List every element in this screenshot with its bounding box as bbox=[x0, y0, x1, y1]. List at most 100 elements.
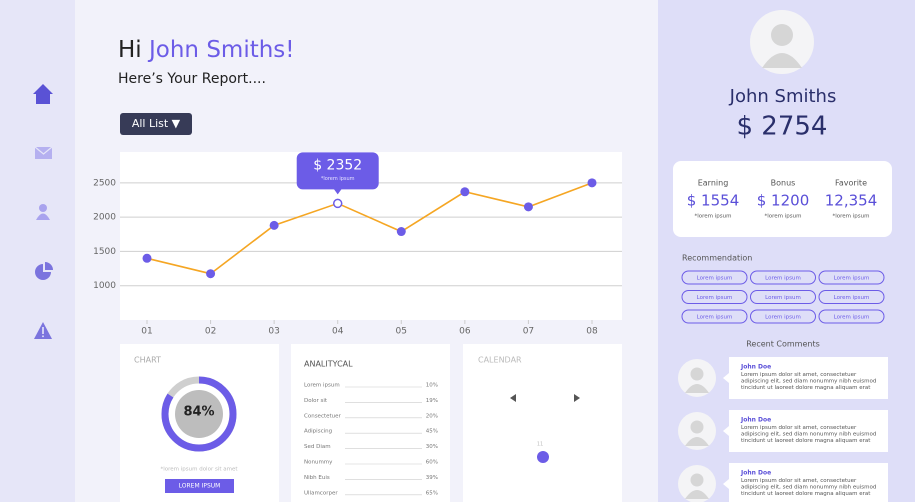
tag-label[interactable]: Lorem ipsum bbox=[697, 295, 733, 301]
tag-label[interactable]: Lorem ipsum bbox=[834, 275, 870, 281]
comment-line: tincidunt ut laoreet dolore magna aliqua… bbox=[741, 385, 871, 391]
donut-arc bbox=[161, 376, 237, 452]
point[interactable] bbox=[396, 227, 406, 237]
tag-label[interactable]: Lorem ipsum bbox=[765, 314, 801, 320]
comment-pointer bbox=[723, 479, 729, 489]
row-label: Adipiscing bbox=[304, 429, 332, 435]
filter-label[interactable]: All List ▼ bbox=[132, 117, 181, 130]
comment-line: tincidunt ut laoreet dolore magna aliqua… bbox=[741, 438, 871, 444]
stat-value: $ 1554 bbox=[687, 192, 740, 210]
tag[interactable] bbox=[818, 309, 885, 324]
point[interactable] bbox=[460, 187, 470, 197]
avatar-head bbox=[690, 420, 704, 434]
x-tick-label: 04 bbox=[332, 327, 344, 337]
comment-line: tincidunt ut laoreet dolore magna aliqua… bbox=[741, 491, 871, 497]
analytical-card bbox=[291, 344, 450, 502]
section-title: Recommendation bbox=[682, 254, 752, 263]
row-label: Lorem ipsum bbox=[304, 383, 340, 389]
next-arrow[interactable] bbox=[574, 394, 580, 402]
x-tick-label: 06 bbox=[459, 327, 471, 337]
stat-value: 12,354 bbox=[825, 192, 878, 210]
prev-arrow[interactable] bbox=[510, 394, 516, 402]
comment-line: Lorem ipsum dolor sit amet, consectetuer bbox=[741, 478, 857, 484]
y-tick-label: 2000 bbox=[93, 213, 116, 223]
point[interactable] bbox=[142, 253, 152, 263]
row-label: Dolor sit bbox=[304, 398, 328, 404]
card-title: CHART bbox=[134, 356, 161, 365]
section-title: Recent Comments bbox=[746, 340, 820, 349]
tooltip-note: *lorem ipsum bbox=[321, 176, 355, 182]
point[interactable] bbox=[269, 220, 279, 230]
tag[interactable] bbox=[681, 290, 748, 304]
y-tick-label: 1000 bbox=[93, 281, 116, 291]
comment-line: Lorem ipsum dolor sit amet, consectetuer bbox=[741, 425, 857, 431]
donut-button-label[interactable]: LOREM IPSUM bbox=[179, 483, 221, 490]
sidebar bbox=[0, 0, 75, 502]
tag[interactable] bbox=[750, 309, 816, 324]
subtitle: Here’s Your Report.... bbox=[118, 71, 266, 87]
x-tick-label: 03 bbox=[268, 327, 279, 337]
row-value: 65% bbox=[426, 490, 438, 496]
donut-button[interactable] bbox=[165, 479, 234, 493]
tag-label[interactable]: Lorem ipsum bbox=[697, 314, 733, 320]
calendar-dot[interactable] bbox=[537, 451, 549, 463]
comment-line: Lorem ipsum dolor sit amet, consectetuer bbox=[741, 372, 857, 378]
comment-card bbox=[729, 463, 888, 502]
home-icon[interactable] bbox=[33, 84, 53, 104]
user-icon[interactable] bbox=[36, 204, 50, 220]
tag[interactable] bbox=[818, 290, 885, 304]
stat-note: *lorem ipsum bbox=[764, 214, 801, 220]
pie-icon[interactable] bbox=[35, 262, 53, 280]
sidebar-icons bbox=[33, 84, 53, 339]
tag[interactable] bbox=[681, 270, 748, 285]
donut-caption: *lorem ipsum dolor sit amet bbox=[160, 467, 238, 473]
profile-balance: $ 2754 bbox=[737, 112, 828, 142]
stat-label: Bonus bbox=[771, 179, 796, 188]
avatar-body bbox=[685, 384, 709, 393]
tag-label[interactable]: Lorem ipsum bbox=[765, 275, 801, 281]
tag-label[interactable]: Lorem ipsum bbox=[765, 295, 801, 301]
point[interactable] bbox=[332, 198, 343, 209]
row-value: 20% bbox=[426, 413, 438, 419]
calendar-card bbox=[463, 344, 622, 502]
card-title: CALENDAR bbox=[478, 356, 522, 365]
tag-label[interactable]: Lorem ipsum bbox=[697, 275, 733, 281]
tag[interactable] bbox=[818, 270, 885, 285]
greeting-word: Hi bbox=[118, 37, 142, 63]
row-value: 10% bbox=[426, 383, 438, 389]
tag[interactable] bbox=[750, 290, 816, 304]
x-tick-label: 08 bbox=[586, 327, 598, 337]
y-tick-label: 2500 bbox=[93, 178, 116, 188]
stats-card bbox=[673, 161, 892, 237]
line-chart: 1000 1500 2000 2500 01 02 03 04 05 06 07 08 $ 2352 *l… bbox=[93, 152, 622, 337]
tooltip-pointer bbox=[333, 188, 342, 195]
stat-value: $ 1200 bbox=[757, 192, 810, 210]
profile-name: John Smiths bbox=[729, 86, 837, 107]
line bbox=[146, 182, 593, 275]
comment-line: adipiscing elit, sed diam nonummy nibh e… bbox=[741, 485, 876, 491]
tag-label[interactable]: Lorem ipsum bbox=[834, 295, 870, 301]
card-title: ANALITYCAL bbox=[304, 360, 353, 369]
x-tick-label: 07 bbox=[523, 327, 534, 337]
avatar-body bbox=[685, 437, 709, 446]
tags: Lorem ipsum Lorem ipsum Lorem ipsum Lorem i… bbox=[681, 270, 885, 324]
donut-label: 84% bbox=[183, 405, 214, 420]
filter-button[interactable] bbox=[120, 113, 192, 135]
comment-author: John Doe bbox=[740, 470, 771, 477]
donut-center bbox=[175, 390, 223, 438]
calendar-day: 11 bbox=[537, 442, 543, 448]
stat-note: *lorem ipsum bbox=[694, 214, 731, 220]
point[interactable] bbox=[206, 269, 216, 279]
row-value: 19% bbox=[426, 398, 438, 404]
tag-label[interactable]: Lorem ipsum bbox=[834, 314, 870, 320]
tag[interactable] bbox=[681, 309, 748, 324]
y-tick-label: 1500 bbox=[93, 247, 116, 257]
row-label: Nonummy bbox=[304, 460, 333, 466]
analytical-list: Lorem ipsum 10% Dolor sit 19% Consectetuer 20… bbox=[304, 383, 438, 497]
avatar-head bbox=[690, 367, 704, 381]
point[interactable] bbox=[523, 202, 533, 212]
comment-pointer bbox=[723, 373, 729, 383]
tag[interactable] bbox=[750, 270, 816, 285]
point[interactable] bbox=[587, 178, 597, 188]
